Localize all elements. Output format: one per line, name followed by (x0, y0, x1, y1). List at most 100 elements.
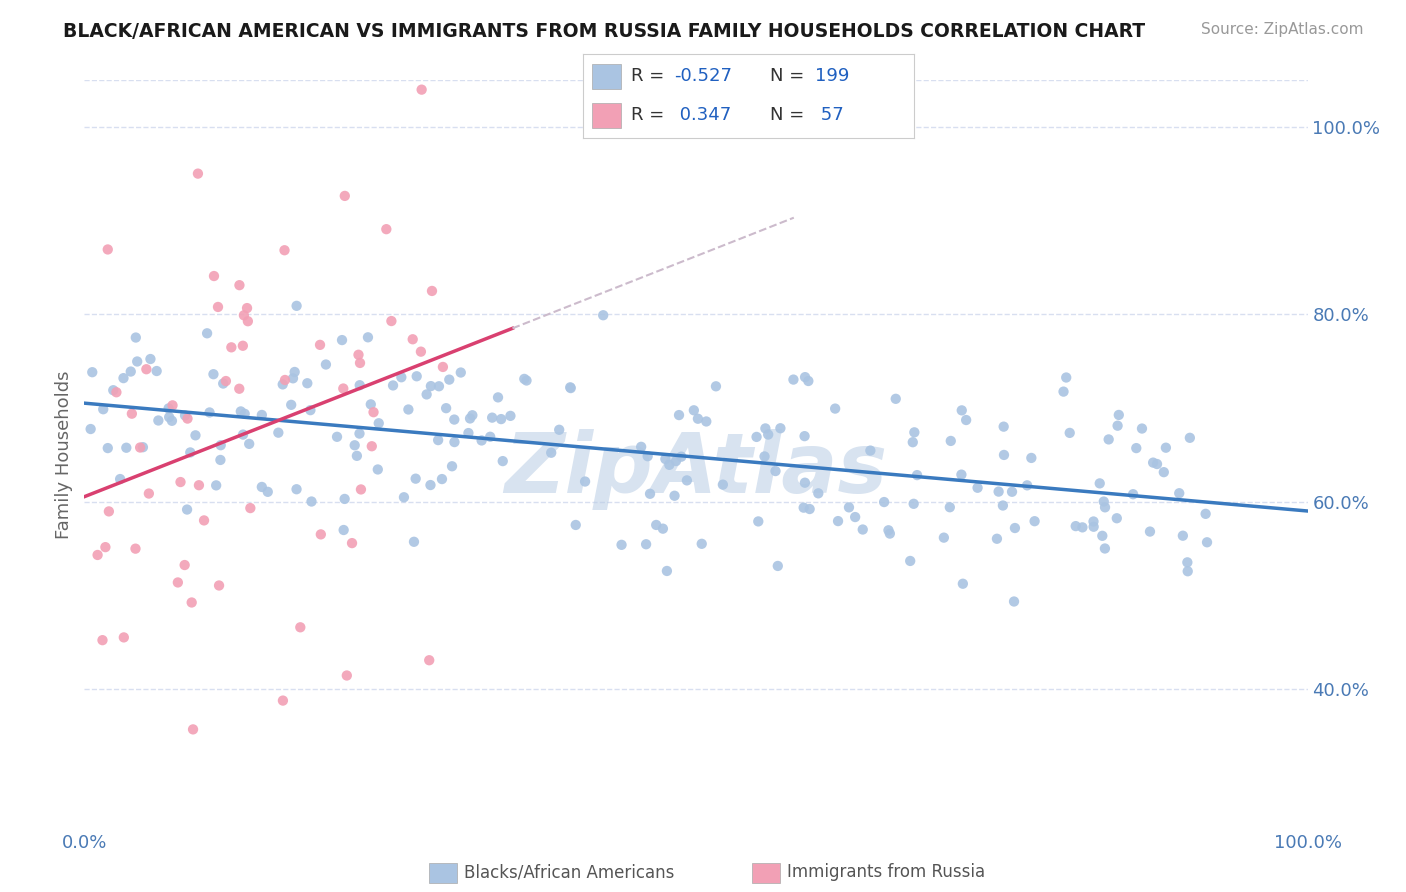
Point (1098, 433, 1121, 447)
Point (690, 537, 713, 551)
Point (396, 402, 419, 417)
Point (173, 558, 195, 572)
Point (299, 403, 322, 417)
Point (766, 558, 789, 573)
Point (793, 500, 815, 515)
Point (389, 370, 412, 384)
Point (193, 513, 215, 527)
Point (333, 491, 356, 506)
Point (824, 401, 846, 416)
Point (82, 365, 104, 379)
Point (121, 407, 143, 421)
Text: BLACK/AFRICAN AMERICAN VS IMMIGRANTS FROM RUSSIA FAMILY HOUSEHOLDS CORRELATION C: BLACK/AFRICAN AMERICAN VS IMMIGRANTS FRO… (63, 22, 1146, 41)
Point (228, 382, 250, 396)
Point (427, 379, 450, 393)
Point (415, 387, 437, 401)
Point (797, 374, 820, 388)
Point (827, 514, 849, 528)
Point (267, 425, 290, 440)
Point (209, 453, 232, 467)
Point (160, 414, 183, 428)
Point (315, 358, 337, 372)
Point (367, 462, 389, 476)
Point (441, 459, 464, 474)
Text: Immigrants from Russia: Immigrants from Russia (787, 863, 986, 881)
Point (1071, 520, 1094, 534)
Point (695, 414, 717, 428)
Point (215, 374, 238, 388)
Point (711, 477, 734, 491)
Point (198, 405, 221, 419)
Point (686, 411, 709, 425)
Point (238, 437, 260, 451)
Point (1168, 486, 1191, 500)
Point (1146, 457, 1168, 471)
Point (290, 620, 312, 634)
Point (336, 668, 359, 682)
Point (1125, 441, 1147, 455)
Point (1092, 494, 1115, 508)
Point (236, 314, 259, 328)
Point (349, 426, 371, 441)
Point (704, 379, 727, 393)
Point (765, 464, 787, 478)
Point (654, 452, 676, 467)
Point (1130, 421, 1153, 435)
Point (987, 484, 1010, 499)
Point (380, 314, 402, 328)
Point (347, 348, 370, 362)
Point (176, 502, 198, 516)
Point (1195, 535, 1218, 549)
Point (274, 373, 297, 387)
Point (1153, 465, 1175, 479)
Point (754, 421, 776, 435)
Point (229, 404, 252, 418)
Point (236, 301, 259, 315)
Point (932, 531, 955, 545)
Point (489, 412, 512, 426)
Point (1017, 478, 1039, 492)
Point (1083, 520, 1105, 534)
Point (1122, 487, 1144, 501)
Point (326, 430, 349, 444)
Point (986, 532, 1008, 546)
Point (79, 422, 101, 436)
Point (221, 340, 243, 354)
Text: R =: R = (631, 106, 671, 124)
Point (1094, 541, 1116, 556)
Point (405, 369, 427, 384)
Point (993, 448, 1015, 462)
Point (405, 472, 427, 486)
Point (349, 356, 371, 370)
Point (638, 487, 661, 501)
Point (174, 409, 197, 423)
Point (548, 423, 571, 437)
Point (346, 449, 368, 463)
Point (903, 425, 925, 440)
Point (1177, 564, 1199, 578)
Point (901, 435, 924, 450)
Point (271, 693, 294, 707)
Point (125, 330, 148, 344)
Point (952, 576, 974, 591)
Point (250, 408, 273, 422)
Point (332, 382, 354, 396)
Point (145, 364, 167, 378)
Point (1175, 555, 1198, 569)
Point (176, 411, 198, 425)
Point (97, 243, 120, 257)
Point (202, 368, 225, 382)
Point (333, 189, 356, 203)
Point (382, 378, 405, 392)
Point (250, 480, 273, 494)
Point (169, 475, 191, 489)
Point (443, 435, 465, 450)
Text: 57: 57 (815, 106, 844, 124)
Point (297, 376, 319, 391)
Point (637, 449, 659, 463)
Point (1139, 524, 1161, 539)
Point (273, 244, 295, 258)
Point (420, 284, 443, 298)
Point (564, 518, 586, 533)
Point (1002, 594, 1025, 608)
